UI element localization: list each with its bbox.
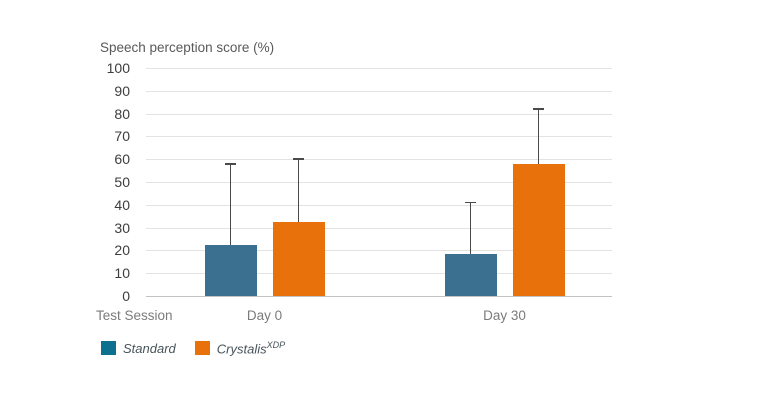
error-cap-standard-day-0 bbox=[225, 163, 236, 165]
legend-superscript-xdp: XDP bbox=[266, 340, 286, 350]
legend-label-standard: Standard bbox=[123, 340, 176, 356]
gridline bbox=[146, 250, 612, 252]
y-tick-label: 40 bbox=[114, 196, 130, 213]
legend-swatch-standard bbox=[101, 341, 116, 356]
gridline bbox=[146, 227, 612, 229]
gridline bbox=[146, 159, 612, 161]
x-tick-day-30: Day 30 bbox=[483, 308, 526, 323]
bar-crystalis-xdp-day-30 bbox=[512, 163, 565, 296]
y-tick-label: 50 bbox=[114, 174, 130, 190]
legend-swatch-crystalis bbox=[194, 341, 210, 356]
error-bar-standard-day-0 bbox=[229, 163, 232, 245]
x-axis-line bbox=[146, 296, 612, 297]
gridline bbox=[146, 136, 612, 138]
bar-standard-day-30 bbox=[444, 253, 497, 296]
legend-item-standard: Standard bbox=[101, 341, 176, 356]
legend-label-crystalis: CrystalisXDP bbox=[217, 340, 285, 356]
y-tick-label: 70 bbox=[114, 128, 130, 145]
y-tick-label: 60 bbox=[114, 151, 130, 168]
y-tick-label: 90 bbox=[114, 82, 130, 99]
error-cap-crystalis-xdp-day-30 bbox=[533, 108, 544, 110]
x-axis-title: Test Session bbox=[96, 308, 173, 323]
gridline bbox=[146, 273, 612, 275]
plot-area bbox=[146, 68, 612, 297]
y-tick-label: 20 bbox=[114, 242, 130, 259]
error-bar-standard-day-30 bbox=[469, 202, 472, 254]
bar-crystalis-xdp-day-0 bbox=[272, 221, 325, 296]
y-tick-label: 100 bbox=[106, 60, 130, 76]
gridline bbox=[146, 68, 612, 69]
error-cap-standard-day-30 bbox=[465, 201, 476, 204]
gridline bbox=[146, 182, 612, 183]
y-tick-label: 10 bbox=[114, 265, 130, 282]
y-tick-label: 30 bbox=[114, 219, 130, 236]
legend-item-crystalis: CrystalisXDP bbox=[194, 340, 285, 356]
gridline bbox=[146, 204, 612, 206]
error-bar-crystalis-xdp-day-0 bbox=[297, 159, 300, 222]
x-tick-day-0: Day 0 bbox=[246, 308, 283, 323]
legend: Standard CrystalisXDP bbox=[101, 340, 304, 356]
y-axis-title: Speech perception score (%) bbox=[100, 40, 275, 55]
gridline bbox=[146, 113, 612, 115]
gridline bbox=[146, 90, 612, 92]
error-cap-crystalis-xdp-day-0 bbox=[293, 158, 304, 160]
error-bar-crystalis-xdp-day-30 bbox=[537, 109, 540, 164]
bar-standard-day-0 bbox=[204, 244, 257, 296]
y-tick-label: 0 bbox=[122, 288, 130, 304]
y-tick-label: 80 bbox=[114, 105, 130, 122]
legend-text-crystalis: Crystalis bbox=[216, 341, 267, 357]
